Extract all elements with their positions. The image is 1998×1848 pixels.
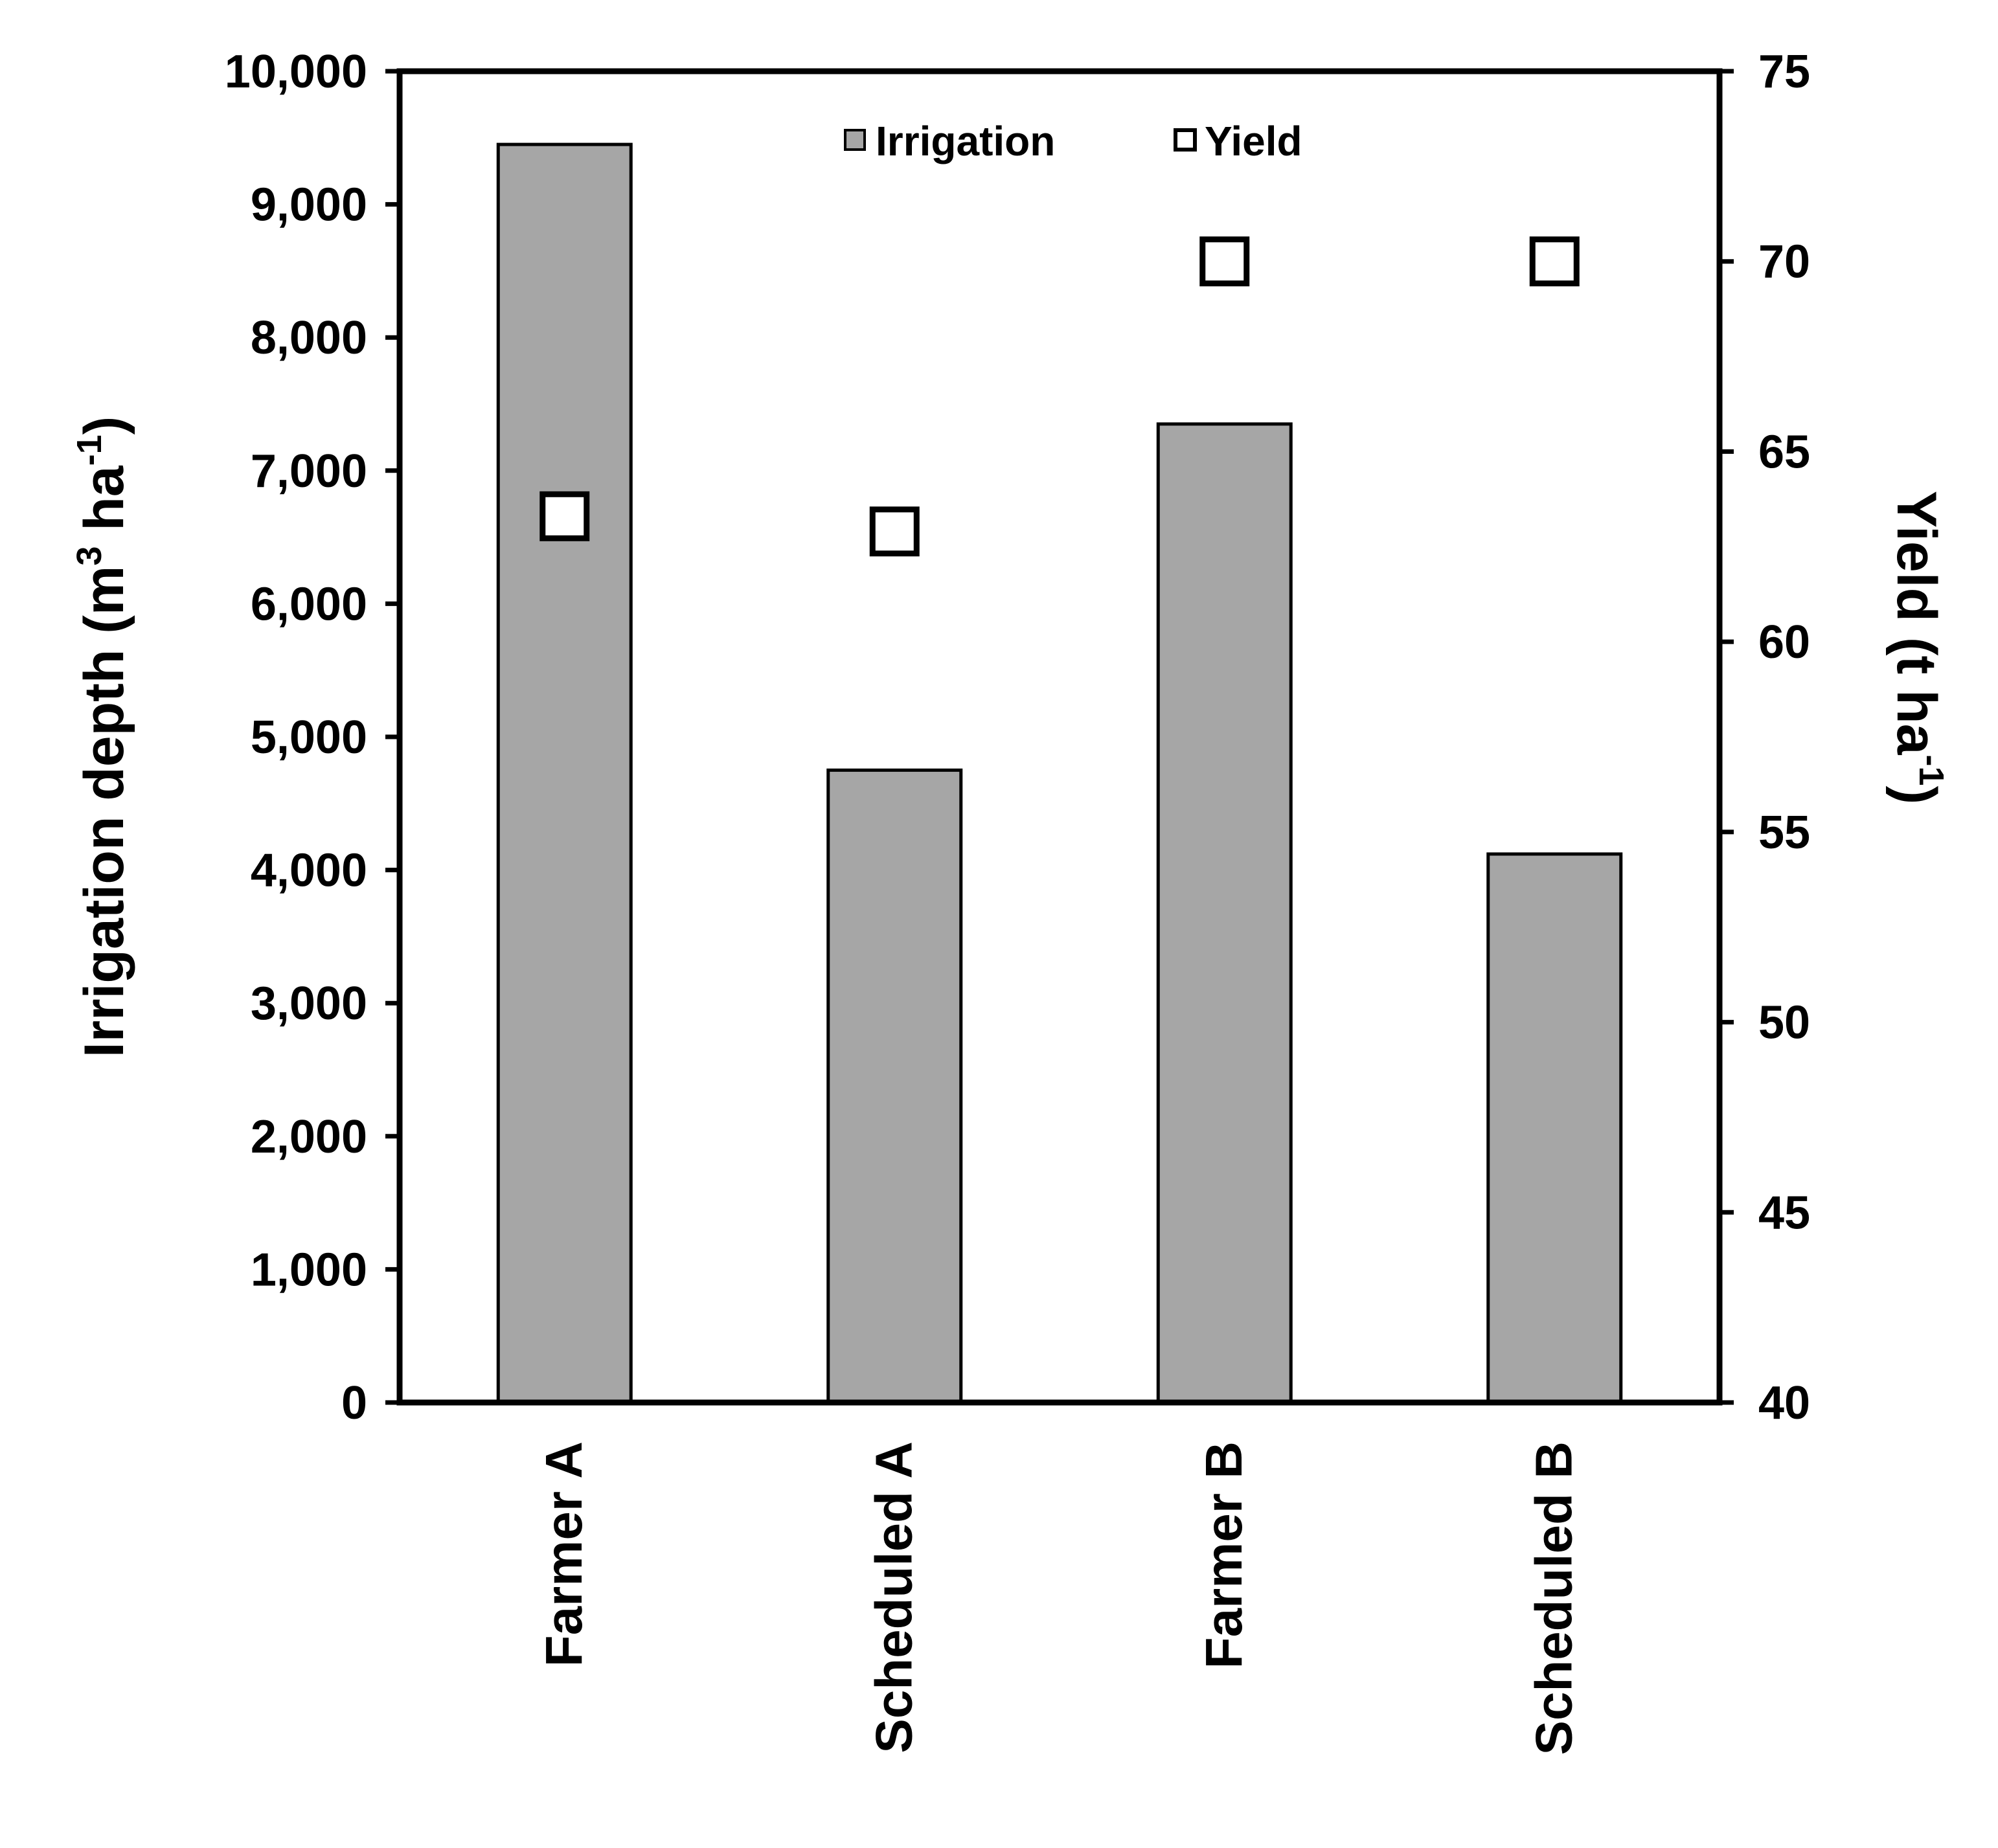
- left-axis-title-mid: ha: [73, 465, 135, 546]
- legend-label-yield: Yield: [1205, 118, 1302, 164]
- left-tick-label: 6,000: [251, 578, 367, 630]
- irrigation-bar: [826, 768, 963, 1404]
- right-tick-label: 40: [1758, 1377, 1810, 1429]
- left-tick-label: 5,000: [251, 712, 367, 763]
- left-axis-title-sup1: 3: [70, 547, 109, 566]
- right-axis-title: Yield (t ha-1): [1885, 491, 1951, 804]
- category-label: Farmer A: [535, 1441, 593, 1667]
- right-tick-label: 65: [1758, 426, 1810, 478]
- right-tick-label: 55: [1758, 807, 1810, 859]
- left-tick-label: 4,000: [251, 845, 367, 897]
- right-axis-title-end: ): [1885, 786, 1947, 805]
- left-tick-label: 8,000: [251, 312, 367, 364]
- category-labels: Farmer A Scheduled A Farmer B Scheduled B: [535, 1441, 1583, 1755]
- irrigation-bar: [1486, 852, 1623, 1404]
- irrigation-bar: [1156, 422, 1293, 1404]
- legend: Irrigation Yield: [844, 118, 1302, 164]
- right-tick-label: 45: [1758, 1187, 1810, 1239]
- left-tick-label: 7,000: [251, 445, 367, 497]
- right-tick-label: 60: [1758, 616, 1810, 668]
- left-axis-title-main: Irrigation depth (m: [73, 566, 135, 1058]
- left-tick-label: 1,000: [251, 1244, 367, 1296]
- left-axis-title-sup2: -1: [70, 434, 109, 466]
- legend-label-irrigation: Irrigation: [876, 118, 1055, 164]
- right-tick-label: 70: [1758, 236, 1810, 288]
- right-axis-title-sup: -1: [1912, 755, 1951, 786]
- irrigation-bars: [496, 142, 1623, 1404]
- category-label: Farmer B: [1195, 1441, 1253, 1669]
- irrigation-bar: [496, 142, 633, 1404]
- yield-marker: [1199, 236, 1250, 287]
- right-tick-label: 50: [1758, 997, 1810, 1049]
- right-axis-ticks: 40 45 50 55 60 65 70 75: [1720, 46, 1810, 1429]
- left-axis-ticks: 0 1,000 2,000 3,000 4,000 5,000 6,000 7,000 8,00…: [225, 46, 400, 1429]
- left-tick-label: 0: [341, 1377, 367, 1429]
- legend-swatch-yield: [1174, 128, 1197, 152]
- left-axis-title: Irrigation depth (m3 ha-1): [70, 416, 135, 1058]
- category-label: Scheduled A: [865, 1441, 922, 1753]
- category-label: Scheduled B: [1525, 1441, 1582, 1755]
- left-tick-label: 2,000: [251, 1111, 367, 1163]
- right-tick-label: 75: [1758, 46, 1810, 98]
- yield-marker: [869, 506, 920, 557]
- left-tick-label: 9,000: [251, 179, 367, 231]
- left-axis-title-end: ): [73, 416, 135, 435]
- legend-swatch-irrigation: [844, 129, 866, 151]
- yield-marker: [1529, 236, 1580, 287]
- yield-marker: [539, 491, 590, 541]
- left-tick-label: 10,000: [225, 46, 367, 98]
- right-axis-title-main: Yield (t ha: [1885, 491, 1947, 756]
- yield-markers: [539, 236, 1580, 557]
- left-tick-label: 3,000: [251, 978, 367, 1030]
